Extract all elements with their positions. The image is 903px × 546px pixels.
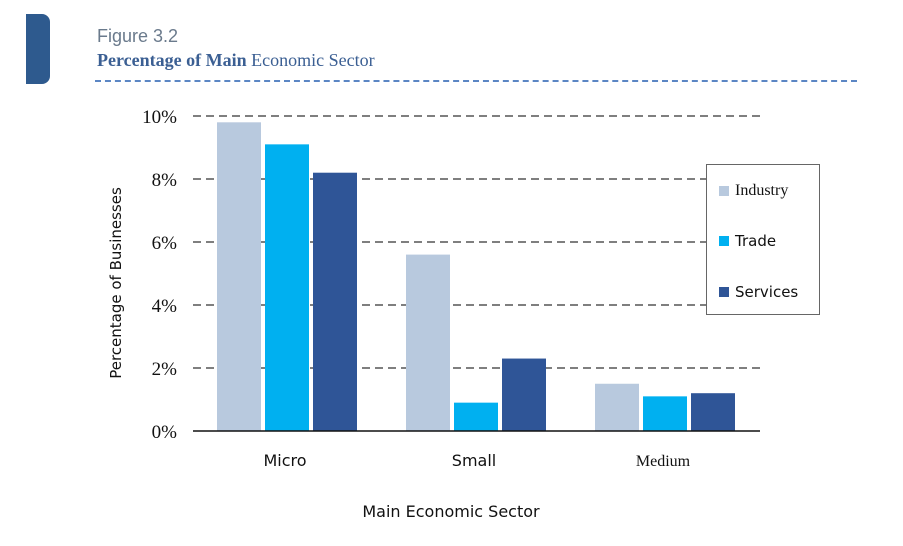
x-tick-label-micro: Micro bbox=[263, 451, 306, 470]
bar-services-small bbox=[502, 358, 546, 431]
y-tick-label: 8% bbox=[152, 170, 178, 191]
legend-label-trade: Trade bbox=[735, 232, 777, 250]
legend-label-services: Services bbox=[735, 283, 799, 301]
header-divider bbox=[95, 80, 857, 82]
figure-title-main: Percentage of Main bbox=[97, 50, 247, 70]
legend-swatch-industry bbox=[719, 186, 729, 196]
bar-industry-small bbox=[406, 254, 450, 431]
y-tick-label: 6% bbox=[152, 233, 178, 254]
figure-title: Percentage of Main Economic Sector bbox=[97, 50, 375, 71]
x-tick-label-medium: Medium bbox=[636, 453, 691, 470]
bars bbox=[217, 122, 735, 432]
legend-swatch-trade bbox=[719, 236, 729, 246]
legend-item-services: Services bbox=[719, 282, 798, 302]
bar-trade-medium bbox=[643, 396, 687, 431]
figure-number: Figure 3.2 bbox=[97, 26, 179, 46]
x-tick-labels: Micro Small Medium bbox=[263, 451, 690, 470]
bar-industry-medium bbox=[595, 383, 639, 431]
bar-trade-micro bbox=[265, 144, 309, 431]
x-tick-label-small: Small bbox=[452, 451, 496, 470]
y-tick-label: 2% bbox=[152, 359, 178, 380]
bar-services-medium bbox=[691, 393, 735, 431]
bar-industry-micro bbox=[217, 122, 261, 432]
x-axis-label: Main Economic Sector bbox=[362, 502, 540, 521]
y-tick-label: 4% bbox=[152, 296, 178, 317]
figure-accent-tab bbox=[26, 14, 50, 84]
y-tick-labels: 0% 2% 4% 6% 8% 10% bbox=[142, 107, 177, 443]
y-axis-label: Percentage of Businesses bbox=[107, 187, 125, 379]
y-tick-label: 0% bbox=[152, 422, 178, 443]
legend: Industry Trade Services bbox=[706, 164, 820, 315]
figure-title-rest: Economic Sector bbox=[246, 50, 375, 70]
bar-trade-small bbox=[454, 402, 498, 431]
bar-services-micro bbox=[313, 172, 357, 431]
legend-item-trade: Trade bbox=[719, 231, 776, 251]
legend-swatch-services bbox=[719, 287, 729, 297]
y-tick-label: 10% bbox=[142, 107, 177, 128]
legend-item-industry: Industry bbox=[719, 181, 788, 201]
legend-label-industry: Industry bbox=[735, 182, 789, 199]
